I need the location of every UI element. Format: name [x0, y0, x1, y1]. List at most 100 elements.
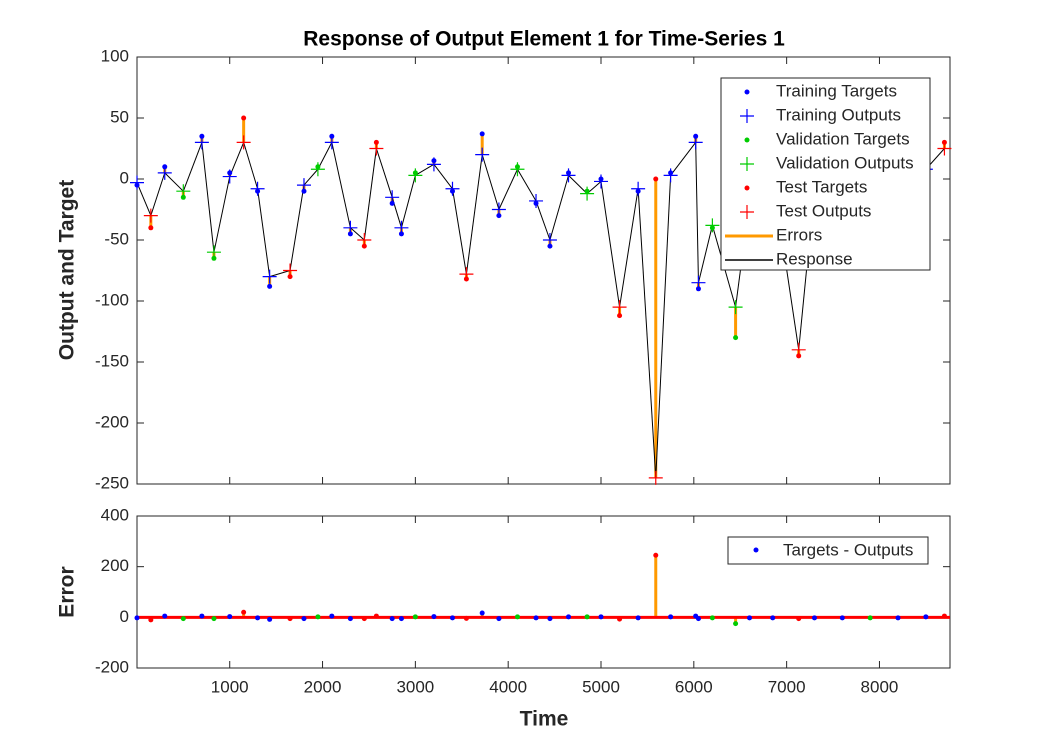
error-point [867, 615, 873, 621]
response-segment [229, 142, 245, 177]
legend-marker [744, 185, 750, 191]
y-tick-label: 0 [120, 607, 129, 626]
error-point [329, 613, 335, 619]
target-marker [653, 176, 659, 182]
error-point [373, 613, 379, 619]
error-point [180, 616, 186, 622]
error-point [584, 614, 590, 620]
y-axis-label: Output and Target [56, 180, 79, 360]
legend-box [727, 536, 929, 565]
error-point [617, 616, 623, 622]
response-segment [350, 227, 365, 241]
legend-marker [740, 205, 754, 219]
output-marker [542, 233, 557, 247]
error-point [733, 621, 739, 627]
output-marker [728, 300, 743, 315]
output-marker [612, 300, 627, 315]
error-point [923, 614, 929, 620]
output-marker [262, 269, 277, 284]
target-marker [241, 115, 247, 121]
error-point [412, 614, 418, 620]
legend-marker [740, 109, 754, 123]
output-marker [130, 175, 144, 190]
x-tick-label: 6000 [675, 677, 713, 696]
output-marker [283, 263, 298, 278]
legend-marker [740, 157, 754, 171]
response-segment [303, 168, 319, 186]
output-marker [580, 186, 595, 201]
error-point [479, 610, 485, 616]
legend-label: Response [776, 249, 853, 268]
legend-label: Training Targets [776, 81, 897, 100]
response-segment [433, 164, 453, 190]
response-segment [331, 142, 351, 228]
legend-label: Test Targets [776, 177, 867, 196]
y-tick-label: 200 [101, 556, 129, 575]
error-point [747, 615, 753, 621]
y-tick-label: 50 [110, 107, 129, 126]
response-segment [695, 142, 699, 283]
response-segment [164, 172, 184, 192]
error-point [267, 616, 273, 622]
error-point [811, 615, 817, 621]
error-point [839, 615, 845, 621]
error-point [449, 615, 455, 621]
error-point [389, 616, 395, 622]
output-marker [206, 245, 221, 260]
output-marker [663, 168, 678, 183]
output-marker [324, 135, 339, 150]
plots: -250 -200 -150 -100 -50 0 50 100 Training Target… [95, 46, 952, 696]
error-point [695, 616, 701, 622]
error-point [315, 614, 321, 620]
output-marker [937, 141, 952, 156]
error-point [598, 614, 604, 620]
response-segment [600, 181, 621, 308]
output-marker [705, 218, 720, 233]
response-segment [697, 225, 713, 283]
legend-label: Training Outputs [776, 105, 901, 124]
output-marker [369, 141, 384, 156]
x-tick-label: 2000 [304, 677, 342, 696]
target-marker [479, 131, 485, 137]
response-segment [655, 175, 672, 478]
response-segment [182, 142, 203, 192]
output-marker [143, 208, 158, 223]
x-tick-label: 5000 [582, 677, 620, 696]
output-marker [648, 470, 663, 485]
legend-marker [744, 137, 750, 143]
error-point [463, 615, 469, 621]
response-segment [465, 154, 483, 275]
error-point [148, 617, 154, 623]
output-marker [194, 135, 209, 150]
y-tick-label: 100 [101, 46, 129, 65]
legend-label: Validation Outputs [776, 153, 914, 172]
error-point [635, 615, 641, 621]
error-point [199, 613, 205, 619]
error-point [941, 613, 947, 619]
error-point [134, 615, 140, 621]
output-marker [408, 168, 423, 183]
legend-label: Errors [776, 225, 822, 244]
chart-title: Response of Output Element 1 for Time-Se… [303, 28, 785, 51]
response-segment [481, 154, 500, 210]
output-marker [688, 135, 703, 150]
y-tick-label: -150 [95, 351, 129, 370]
response-segment [213, 176, 231, 253]
error-point [496, 616, 502, 622]
target-marker [617, 313, 623, 319]
error-point [255, 615, 261, 621]
x-tick-label: 1000 [211, 677, 249, 696]
output-marker [385, 190, 400, 205]
output-marker [250, 181, 265, 196]
response-segment [136, 182, 152, 216]
output-marker [176, 184, 191, 199]
error-point [241, 609, 247, 615]
error-point [770, 615, 776, 621]
output-marker [459, 267, 474, 282]
y-tick-label: 0 [120, 168, 129, 187]
y-tick-label: -200 [95, 657, 129, 676]
target-marker [148, 225, 154, 231]
response-segment [150, 172, 166, 216]
error-point [361, 616, 367, 622]
